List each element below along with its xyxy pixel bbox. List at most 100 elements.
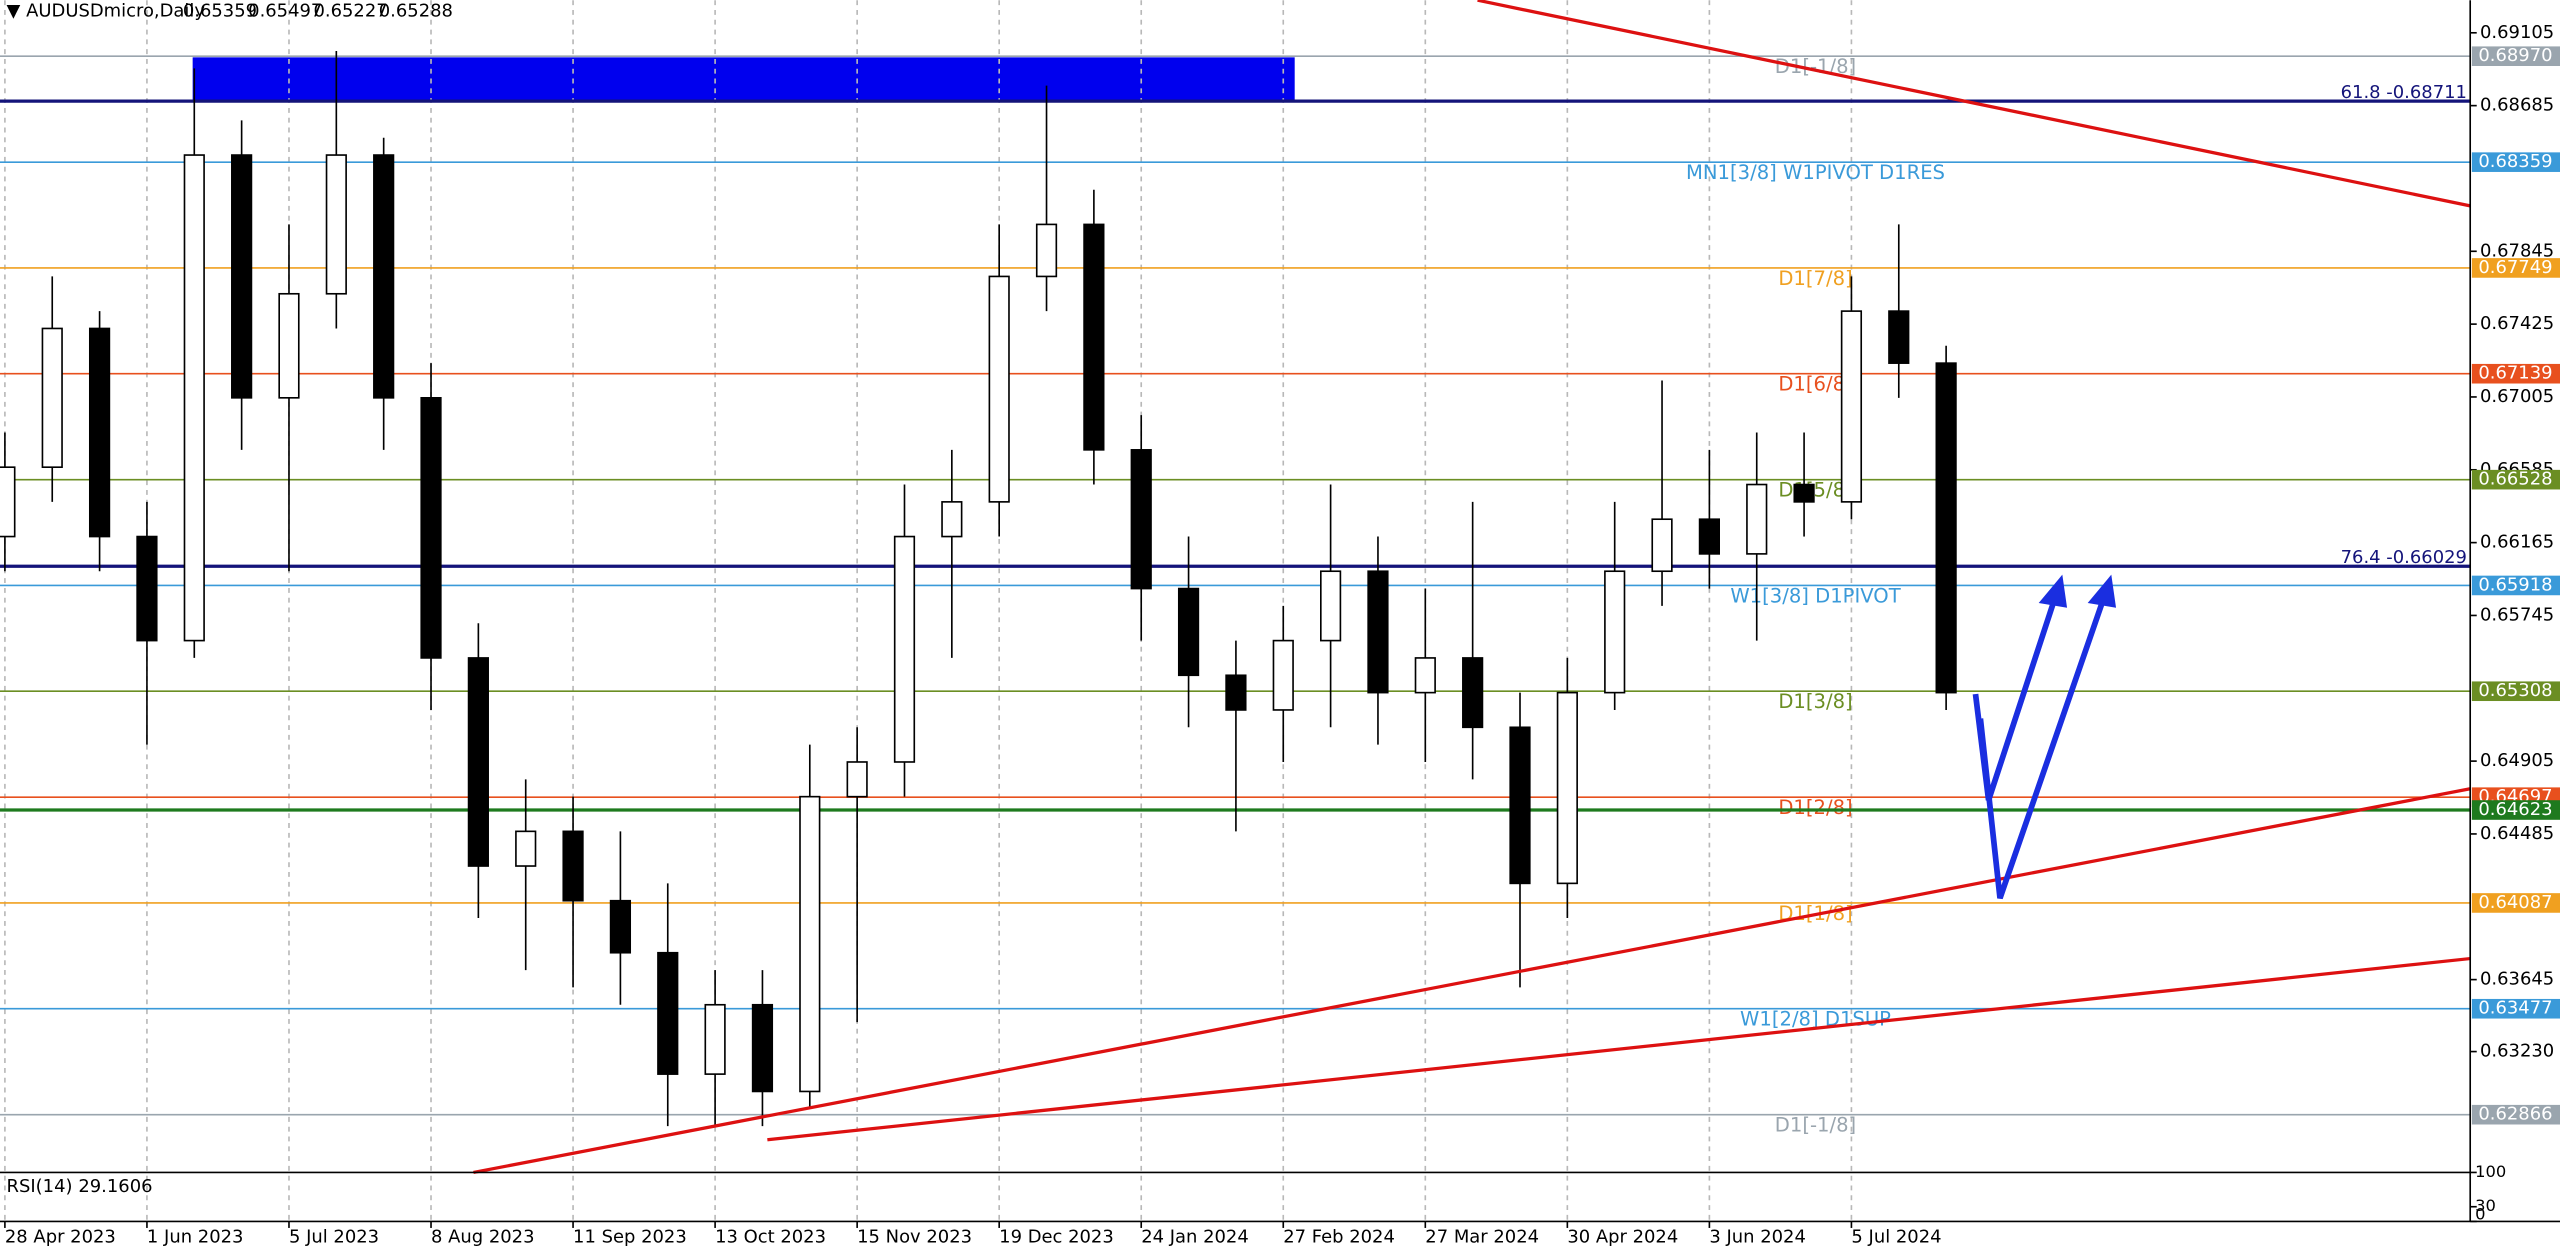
candle-body <box>515 830 537 867</box>
candle-body <box>420 397 442 659</box>
rsi-value: 29.1606 <box>78 1176 152 1197</box>
rsi-tick-label: 30 <box>2475 1196 2496 1215</box>
price-label: 0.67139 <box>2478 363 2552 384</box>
y-tick-label: 0.64485 <box>2480 823 2554 844</box>
candle-body <box>1840 310 1863 503</box>
candle-body <box>467 657 489 867</box>
price-label: 0.65918 <box>2478 574 2552 595</box>
candle-body <box>1035 223 1058 278</box>
level-label: D1[-1/8] <box>1775 1114 1856 1137</box>
price-label-box <box>2471 998 2560 1019</box>
candle-body <box>1414 657 1436 694</box>
drawings <box>473 0 2471 1175</box>
y-tick-label: 0.64905 <box>2480 750 2554 771</box>
trend-line <box>1477 0 2471 208</box>
candle-body <box>373 154 395 399</box>
ohlc-value: 0.65359 <box>183 1 257 22</box>
x-tick-label: 28 Apr 2023 <box>5 1227 116 1248</box>
candle-body <box>1556 691 1578 885</box>
candle-body <box>1651 518 1673 573</box>
ohlc-value: 0.65288 <box>379 1 453 22</box>
price-label-box <box>2471 152 2560 172</box>
trend-line <box>767 956 2471 1142</box>
candle-body <box>609 899 632 954</box>
candle-body <box>231 154 253 399</box>
candle-body <box>751 1003 774 1093</box>
fibo-label: 61.8 -0.68711 <box>2341 82 2467 103</box>
candle-body <box>1320 570 1342 642</box>
y-tick-label: 0.67845 <box>2480 240 2554 261</box>
candle-body <box>136 535 158 642</box>
fibo-label: 76.4 -0.66029 <box>2341 547 2467 568</box>
rsi-tick-label: 100 <box>2475 1162 2506 1181</box>
x-tick-label: 11 Sep 2023 <box>573 1227 687 1248</box>
price-label-box <box>2471 363 2560 384</box>
y-tick-label: 0.65745 <box>2480 604 2554 625</box>
price-label-box <box>2471 893 2560 913</box>
x-tick-label: 3 Jun 2024 <box>1709 1227 1806 1248</box>
price-label: 0.68359 <box>2478 151 2552 172</box>
ohlc-value: 0.65497 <box>248 1 322 22</box>
candle-body <box>799 795 821 1093</box>
rsi-tick-label: 0 <box>2475 1204 2485 1223</box>
level-label: D1[3/8] <box>1778 690 1852 713</box>
x-tick-label: 27 Mar 2024 <box>1425 1227 1539 1248</box>
candle-body <box>88 327 111 538</box>
candle-body <box>1604 570 1626 694</box>
price-label: 0.67749 <box>2478 257 2552 278</box>
y-tick-label: 0.68685 <box>2480 95 2554 116</box>
candle-body <box>1698 518 1721 555</box>
y-tick-label: 0.67005 <box>2480 386 2554 407</box>
trend-line <box>473 787 2471 1175</box>
price-label-box <box>2471 800 2560 820</box>
candle-body <box>183 154 205 642</box>
y-tick-label: 0.69105 <box>2480 22 2554 43</box>
candle-body <box>1509 726 1531 885</box>
price-label-box <box>2471 681 2560 702</box>
x-tick-label: 24 Jan 2024 <box>1141 1227 1249 1248</box>
collapse-icon: ▼ <box>7 1 21 22</box>
candle-body <box>1793 483 1815 503</box>
candle-body <box>1888 310 1910 364</box>
candle-body <box>1367 570 1389 694</box>
price-label-box <box>2471 575 2560 596</box>
level-label: D1[2/8] <box>1778 796 1852 819</box>
price-label-box <box>2471 469 2560 490</box>
x-tick-label: 5 Jul 2024 <box>1851 1227 1941 1248</box>
level-label: W1[3/8] D1PIVOT <box>1730 584 1901 607</box>
level-label: D1[-1/8] <box>1775 55 1856 78</box>
x-tick-label: 1 Jun 2023 <box>147 1227 243 1248</box>
x-tick-label: 19 Dec 2023 <box>999 1227 1114 1248</box>
x-tick-label: 8 Aug 2023 <box>431 1227 534 1248</box>
grid: 0.69105 0.68685 0.67845 0.67425 0.67005 0.665… <box>4 0 2554 1248</box>
price-label: 0.64623 <box>2478 799 2552 820</box>
x-tick-label: 27 Feb 2024 <box>1283 1227 1395 1248</box>
candle-body <box>657 951 679 1075</box>
price-label: 0.64087 <box>2478 892 2552 913</box>
x-tick-label: 30 Apr 2024 <box>1567 1227 1678 1248</box>
y-tick-label: 0.67425 <box>2480 313 2554 334</box>
rsi-name: RSI(14) <box>7 1176 73 1197</box>
symbol-title: AUDUSDmicro,Daily <box>26 1 205 22</box>
candle-body <box>0 466 16 538</box>
price-label-box <box>2471 258 2560 278</box>
y-tick-label: 0.63230 <box>2480 1041 2554 1062</box>
price-label-box <box>2471 46 2560 67</box>
level-label: D1[6/8] <box>1778 373 1852 396</box>
candle-body <box>1746 483 1768 555</box>
price-label: 0.68970 <box>2478 45 2552 66</box>
level-label: MN1[3/8] W1PIVOT D1RES <box>1686 161 1945 184</box>
arrow <box>1977 590 2109 900</box>
x-tick-label: 15 Nov 2023 <box>857 1227 972 1248</box>
candle-body <box>41 327 63 469</box>
candle-body <box>941 501 963 538</box>
price-label: 0.62866 <box>2478 1104 2552 1125</box>
level-label: D1[7/8] <box>1778 267 1852 290</box>
candle-body <box>325 154 347 295</box>
x-tick-label: 13 Oct 2023 <box>715 1227 826 1248</box>
price-label-box <box>2471 1104 2560 1125</box>
price-label: 0.63477 <box>2478 998 2552 1019</box>
price-label: 0.65308 <box>2478 680 2552 701</box>
